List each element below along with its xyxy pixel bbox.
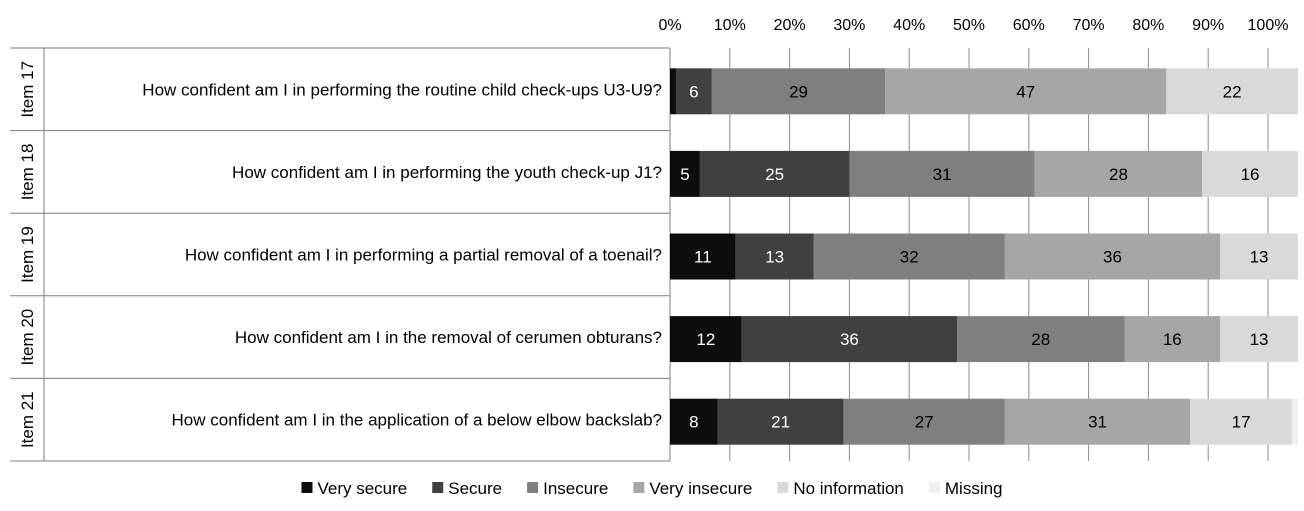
bar-segment — [670, 68, 676, 115]
legend-label: Very insecure — [649, 479, 752, 498]
x-tick-label: 50% — [953, 17, 985, 34]
bar-segment — [699, 150, 850, 197]
bar-segment — [1202, 150, 1298, 197]
x-tick-label: 0% — [658, 17, 681, 34]
row-group-label: Item 19 — [18, 226, 37, 283]
row-question-label: How confident am I in performing a parti… — [185, 246, 662, 265]
legend-label: Secure — [448, 479, 502, 498]
row-question-label: How confident am I in the application of… — [172, 411, 662, 430]
row-group-label: Item 18 — [18, 144, 37, 201]
bar-data-label: 11 — [694, 248, 712, 267]
bar-data-label: 31 — [933, 165, 952, 184]
bar-segment — [957, 316, 1125, 363]
bar-data-label: 28 — [1109, 165, 1128, 184]
x-tick-label: 80% — [1132, 17, 1164, 34]
legend-swatch — [928, 482, 940, 493]
bar-data-label: 13 — [1250, 248, 1269, 267]
x-tick-label: 90% — [1192, 17, 1224, 34]
legend-swatch — [527, 482, 539, 493]
x-tick-label: 100% — [1248, 17, 1289, 34]
bar-segment — [1004, 233, 1221, 280]
bar-data-label: 21 — [771, 413, 790, 432]
x-tick-label: 60% — [1013, 17, 1045, 34]
bar-segment — [1190, 398, 1292, 445]
row-question-label: How confident am I in performing the rou… — [142, 80, 662, 99]
bar-data-label: 8 — [689, 413, 698, 432]
bar-segment — [885, 68, 1167, 115]
bar-segment — [670, 398, 718, 445]
legend-label: Very secure — [317, 479, 407, 498]
row-question-label: How confident am I in the removal of cer… — [235, 328, 662, 347]
legend-swatch — [777, 482, 789, 493]
x-axis-ticks: 0% 10% 20% 30% 40% 50% 60% 70% 80% 90% 100% — [658, 17, 1288, 34]
bar-segment — [1220, 233, 1298, 280]
x-tick-label: 20% — [774, 17, 806, 34]
bar-segment — [1291, 398, 1298, 445]
legend-label: Insecure — [543, 479, 608, 498]
bar-data-label: 36 — [1103, 248, 1122, 267]
legend-label: No information — [793, 479, 904, 498]
bar-segment — [1124, 316, 1221, 363]
x-tick-label: 70% — [1073, 17, 1105, 34]
bar-data-label: 12 — [696, 330, 715, 349]
bar-data-label: 6 — [689, 82, 698, 101]
row-group-label: Item 17 — [18, 61, 37, 118]
bar-data-label: 32 — [900, 248, 919, 267]
bar-data-label: 13 — [765, 248, 784, 267]
bar-segment — [1034, 150, 1203, 197]
bar-data-label: 22 — [1223, 82, 1242, 101]
bar-segment — [675, 68, 712, 115]
bar-data-label: 16 — [1241, 165, 1260, 184]
bar-segment — [1166, 68, 1298, 115]
x-tick-label: 40% — [893, 17, 925, 34]
bar-segment — [670, 150, 700, 197]
bar-segment — [843, 398, 1005, 445]
bar-segment — [711, 68, 886, 115]
bar-data-label: 36 — [840, 330, 859, 349]
category-table: Item 17 How confident am I in performing … — [10, 47, 671, 462]
x-tick-label: 30% — [833, 17, 865, 34]
bar-data-label: 47 — [1016, 82, 1035, 101]
x-tick-label: 10% — [714, 17, 746, 34]
bar-data-label: 25 — [765, 165, 784, 184]
legend-swatch — [432, 482, 444, 493]
bars-layer: 6 29 47 22 5 25 31 28 16 11 13 32 36 13 12 36 28 16 13 8 21 2… — [670, 68, 1298, 445]
bar-data-label: 16 — [1163, 330, 1182, 349]
legend-swatch — [301, 482, 313, 493]
bar-data-label: 29 — [789, 82, 808, 101]
bar-segment — [741, 316, 958, 363]
bar-data-label: 28 — [1031, 330, 1050, 349]
bar-data-label: 17 — [1232, 413, 1251, 432]
bar-data-label: 5 — [680, 165, 689, 184]
bar-segment — [1004, 398, 1191, 445]
row-question-label: How confident am I in performing the you… — [232, 163, 662, 182]
bar-segment — [717, 398, 844, 445]
legend-label: Missing — [945, 479, 1003, 498]
bar-segment — [849, 150, 1035, 197]
bar-data-label: 13 — [1250, 330, 1269, 349]
bar-segment — [670, 233, 736, 280]
bar-segment — [735, 233, 814, 280]
bar-data-label: 27 — [915, 413, 934, 432]
legend: Very secure Secure Insecure Very insecure No… — [301, 479, 1003, 498]
row-group-label: Item 21 — [18, 391, 37, 448]
legend-swatch — [633, 482, 645, 493]
row-group-label: Item 20 — [18, 309, 37, 366]
bar-segment — [670, 316, 742, 363]
bar-data-label: 31 — [1088, 413, 1107, 432]
bar-segment — [1220, 316, 1298, 363]
bar-segment — [813, 233, 1005, 280]
